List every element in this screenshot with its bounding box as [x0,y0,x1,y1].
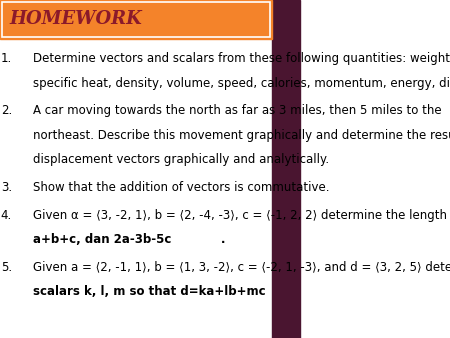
Text: displacement vectors graphically and analytically.: displacement vectors graphically and ana… [33,153,329,166]
Bar [272,0,301,338]
Text: Given a = ⟨2, -1, 1⟩, b = ⟨1, 3, -2⟩, c = ⟨-2, 1, -3⟩, and d = ⟨3, 2, 5⟩ determi: Given a = ⟨2, -1, 1⟩, b = ⟨1, 3, -2⟩, c … [33,261,450,273]
Text: Determine vectors and scalars from these following quantities: weight,: Determine vectors and scalars from these… [33,52,450,65]
Text: 3.: 3. [1,181,12,194]
Text: 5.: 5. [1,261,12,273]
Text: A car moving towards the north as far as 3 miles, then 5 miles to the: A car moving towards the north as far as… [33,104,441,117]
Text: 2.: 2. [1,104,12,117]
Text: specific heat, density, volume, speed, calories, momentum, energy, distance.: specific heat, density, volume, speed, c… [33,77,450,90]
Bar [0,0,272,39]
Text: a+b+c, dan 2a-3b-5c            .: a+b+c, dan 2a-3b-5c . [33,233,225,246]
Text: scalars k, l, m so that d=ka+lb+mc: scalars k, l, m so that d=ka+lb+mc [33,285,266,298]
Text: Show that the addition of vectors is commutative.: Show that the addition of vectors is com… [33,181,329,194]
Text: 4.: 4. [1,209,12,221]
Text: 1.: 1. [1,52,12,65]
Text: HOMEWORK: HOMEWORK [9,10,142,28]
Text: northeast. Describe this movement graphically and determine the resultant: northeast. Describe this movement graphi… [33,129,450,142]
Text: Given α = ⟨3, -2, 1⟩, b = ⟨2, -4, -3⟩, c = ⟨-1, 2, 2⟩ determine the length of a,: Given α = ⟨3, -2, 1⟩, b = ⟨2, -4, -3⟩, c… [33,209,450,221]
